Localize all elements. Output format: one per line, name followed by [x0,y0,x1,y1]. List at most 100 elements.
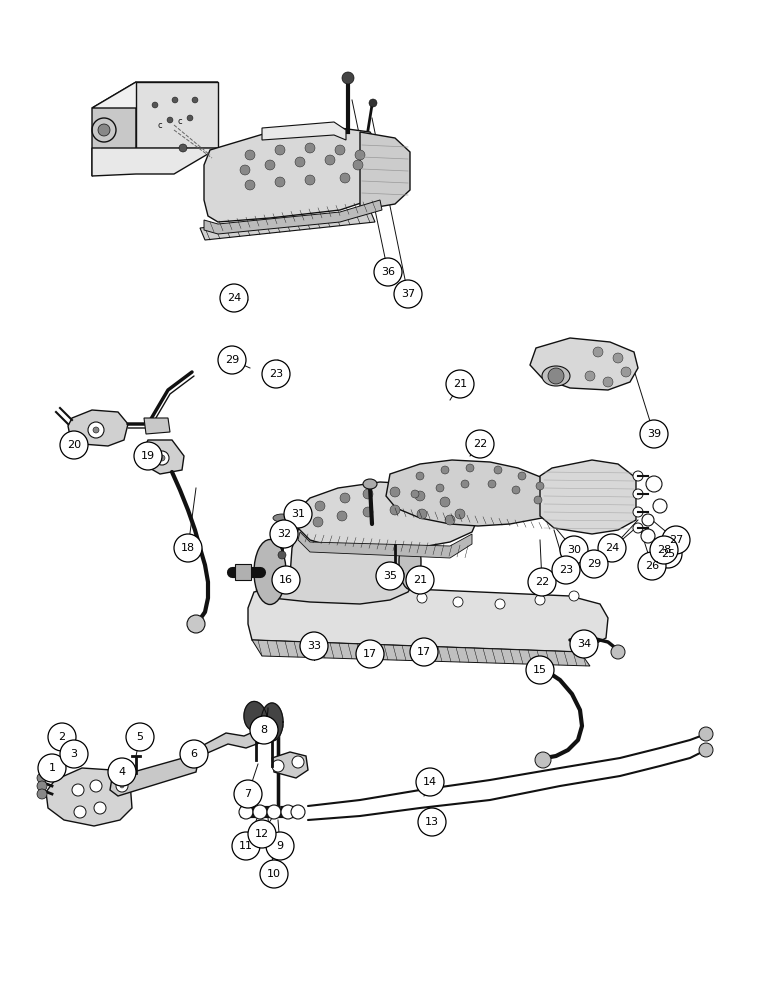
Circle shape [641,529,655,543]
Text: 8: 8 [260,725,268,735]
Ellipse shape [363,479,377,489]
Circle shape [155,451,169,465]
Text: 21: 21 [453,379,467,389]
Polygon shape [68,410,128,446]
Circle shape [250,716,278,744]
Polygon shape [92,82,218,108]
Circle shape [152,102,158,108]
Circle shape [580,550,608,578]
Circle shape [180,740,208,768]
Circle shape [363,507,373,517]
Text: 7: 7 [245,789,252,799]
Circle shape [699,727,713,741]
Circle shape [305,143,315,153]
Text: 9: 9 [276,841,283,851]
Polygon shape [360,132,410,210]
Polygon shape [92,148,218,176]
Circle shape [37,781,47,791]
Circle shape [376,562,404,590]
Text: 23: 23 [269,369,283,379]
Circle shape [416,768,444,796]
Circle shape [108,758,136,786]
Circle shape [192,97,198,103]
Circle shape [93,427,99,433]
Circle shape [653,499,667,513]
Text: 5: 5 [137,732,144,742]
Circle shape [355,150,365,160]
Polygon shape [248,584,608,652]
Circle shape [265,160,275,170]
Bar [235,564,251,580]
Circle shape [120,784,124,788]
Circle shape [337,511,347,521]
Text: 22: 22 [473,439,487,449]
Circle shape [340,173,350,183]
Polygon shape [144,418,170,434]
Circle shape [593,347,603,357]
Polygon shape [200,210,375,240]
Circle shape [410,638,438,666]
Circle shape [187,615,205,633]
Text: 2: 2 [59,732,66,742]
Circle shape [262,360,290,388]
Circle shape [253,805,267,819]
Circle shape [232,832,260,860]
Circle shape [466,430,494,458]
Circle shape [94,802,106,814]
Text: 19: 19 [141,451,155,461]
Text: 34: 34 [577,639,591,649]
Circle shape [411,490,419,498]
Circle shape [394,280,422,308]
Ellipse shape [399,534,421,589]
Circle shape [445,515,455,525]
Circle shape [548,368,564,384]
Ellipse shape [542,366,570,386]
Circle shape [272,760,284,772]
Circle shape [262,734,266,738]
Text: 29: 29 [225,355,239,365]
Circle shape [633,489,643,499]
Text: 24: 24 [227,293,241,303]
Text: 30: 30 [567,545,581,555]
Polygon shape [110,756,198,796]
Circle shape [518,472,526,480]
Circle shape [526,656,554,684]
Circle shape [603,377,613,387]
Polygon shape [530,338,638,390]
Text: 6: 6 [191,749,198,759]
Circle shape [455,509,465,519]
Circle shape [37,773,47,783]
Circle shape [90,780,102,792]
Circle shape [406,566,434,594]
Text: 31: 31 [291,509,305,519]
Text: 23: 23 [559,565,573,575]
Circle shape [240,165,250,175]
Circle shape [611,645,625,659]
Circle shape [417,593,427,603]
Text: 3: 3 [70,749,77,759]
Text: 32: 32 [277,529,291,539]
Polygon shape [540,460,636,534]
Text: 39: 39 [647,429,661,439]
Polygon shape [136,82,218,148]
Circle shape [650,536,678,564]
Circle shape [274,724,278,728]
Circle shape [621,367,631,377]
Polygon shape [204,200,382,234]
Circle shape [415,491,425,501]
Circle shape [488,480,496,488]
Circle shape [436,484,444,492]
Circle shape [535,595,545,605]
Circle shape [640,420,668,448]
Circle shape [699,743,713,757]
Circle shape [284,500,312,528]
Text: 11: 11 [239,841,253,851]
Circle shape [325,155,335,165]
Circle shape [528,568,556,596]
Circle shape [418,808,446,836]
Polygon shape [252,640,590,666]
Circle shape [633,507,643,517]
Text: 10: 10 [267,869,281,879]
Circle shape [126,723,154,751]
Text: 36: 36 [381,267,395,277]
